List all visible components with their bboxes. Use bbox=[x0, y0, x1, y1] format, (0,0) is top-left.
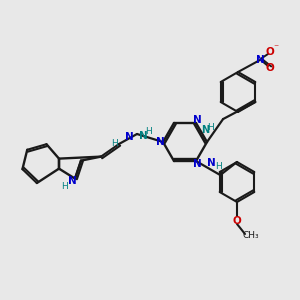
Text: O: O bbox=[266, 63, 274, 73]
Text: N: N bbox=[256, 55, 264, 65]
Text: O: O bbox=[266, 47, 274, 57]
Text: N: N bbox=[193, 115, 202, 125]
Text: H: H bbox=[61, 182, 68, 191]
Text: N: N bbox=[124, 132, 134, 142]
Text: N: N bbox=[201, 124, 209, 134]
Text: N: N bbox=[68, 176, 76, 186]
Text: ⁻: ⁻ bbox=[273, 43, 279, 53]
Text: N: N bbox=[193, 159, 202, 169]
Text: H: H bbox=[207, 123, 213, 132]
Text: CH₃: CH₃ bbox=[243, 232, 259, 241]
Text: N: N bbox=[156, 137, 164, 147]
Text: N: N bbox=[139, 131, 147, 141]
Text: H: H bbox=[215, 162, 221, 171]
Text: O: O bbox=[232, 216, 242, 226]
Text: N: N bbox=[207, 158, 215, 168]
Text: H: H bbox=[145, 127, 152, 136]
Text: H: H bbox=[112, 139, 118, 148]
